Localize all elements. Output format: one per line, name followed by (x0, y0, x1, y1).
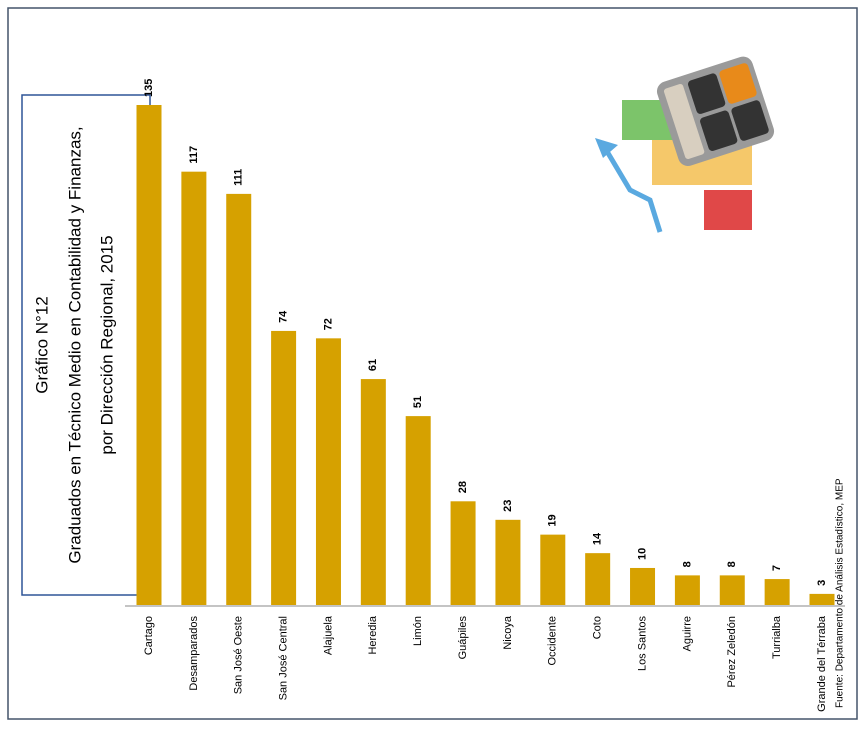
title-box (21, 94, 151, 596)
x-tick-label: Cartago (143, 616, 155, 655)
data-label: 8 (726, 561, 738, 567)
bar (226, 193, 252, 605)
bar (450, 501, 476, 605)
bar (630, 567, 656, 605)
data-label: 19 (547, 514, 559, 526)
icon-screen (663, 83, 705, 159)
icon-key (719, 63, 757, 104)
bar (181, 171, 207, 605)
bar (585, 553, 611, 605)
x-tick-label: Aguirre (681, 616, 693, 651)
data-label: 8 (681, 561, 693, 567)
x-tick-label: Limón (412, 616, 424, 646)
data-label: 7 (771, 565, 783, 571)
icon-key (688, 73, 726, 114)
x-tick-label: Los Santos (636, 616, 648, 672)
data-label: 3 (816, 580, 828, 586)
bar (271, 330, 297, 605)
x-tick-label: Coto (592, 616, 604, 639)
data-label: 14 (592, 532, 604, 545)
x-tick-label: Desamparados (188, 616, 200, 691)
bar (540, 534, 566, 605)
chart-subtitle: por Dirección Regional, 2015 (97, 235, 116, 454)
data-label: 10 (636, 548, 648, 560)
x-tick-label: Alajuela (322, 615, 334, 655)
bar (809, 593, 835, 605)
bar (136, 105, 162, 605)
bar (764, 579, 790, 605)
x-tick-label: San José Oeste (233, 616, 245, 694)
icon-arrow (595, 138, 618, 158)
icon-key (731, 100, 769, 141)
source-note: Fuente: Departamento de Análisis Estadís… (835, 478, 846, 708)
x-tick-label: Turrialba (771, 615, 783, 659)
bar (719, 575, 745, 605)
icon-arrow (602, 146, 663, 233)
bar (405, 416, 431, 605)
icon-calculator (656, 56, 775, 166)
x-tick-label: Occidente (547, 616, 559, 666)
x-tick-label: Nicoya (502, 615, 514, 650)
data-label: 28 (457, 481, 469, 493)
data-label: 111 (233, 169, 245, 186)
x-tick-label: Grande del Térraba (816, 615, 828, 712)
chart-title: Gráfico N°12 (32, 296, 51, 394)
data-label: 117 (188, 146, 200, 164)
bar (495, 519, 521, 605)
data-label: 72 (322, 318, 334, 330)
bar (315, 338, 341, 605)
data-label: 61 (367, 359, 379, 371)
icon-block (704, 190, 752, 230)
x-tick-label: Guápiles (457, 616, 469, 660)
data-label: 51 (412, 396, 424, 408)
bar (674, 575, 700, 605)
bar (360, 379, 386, 605)
x-tick-label: San José Central (278, 616, 290, 700)
x-tick-label: Pérez Zeledón (726, 616, 738, 688)
data-label: 74 (278, 310, 290, 323)
chart-subtitle: Graduados en Técnico Medio en Contabilid… (65, 126, 84, 563)
data-label: 135 (143, 79, 155, 97)
icon-key (700, 110, 738, 151)
x-tick-label: Heredia (367, 615, 379, 654)
data-label: 23 (502, 500, 514, 512)
calculator-icon (595, 56, 775, 233)
